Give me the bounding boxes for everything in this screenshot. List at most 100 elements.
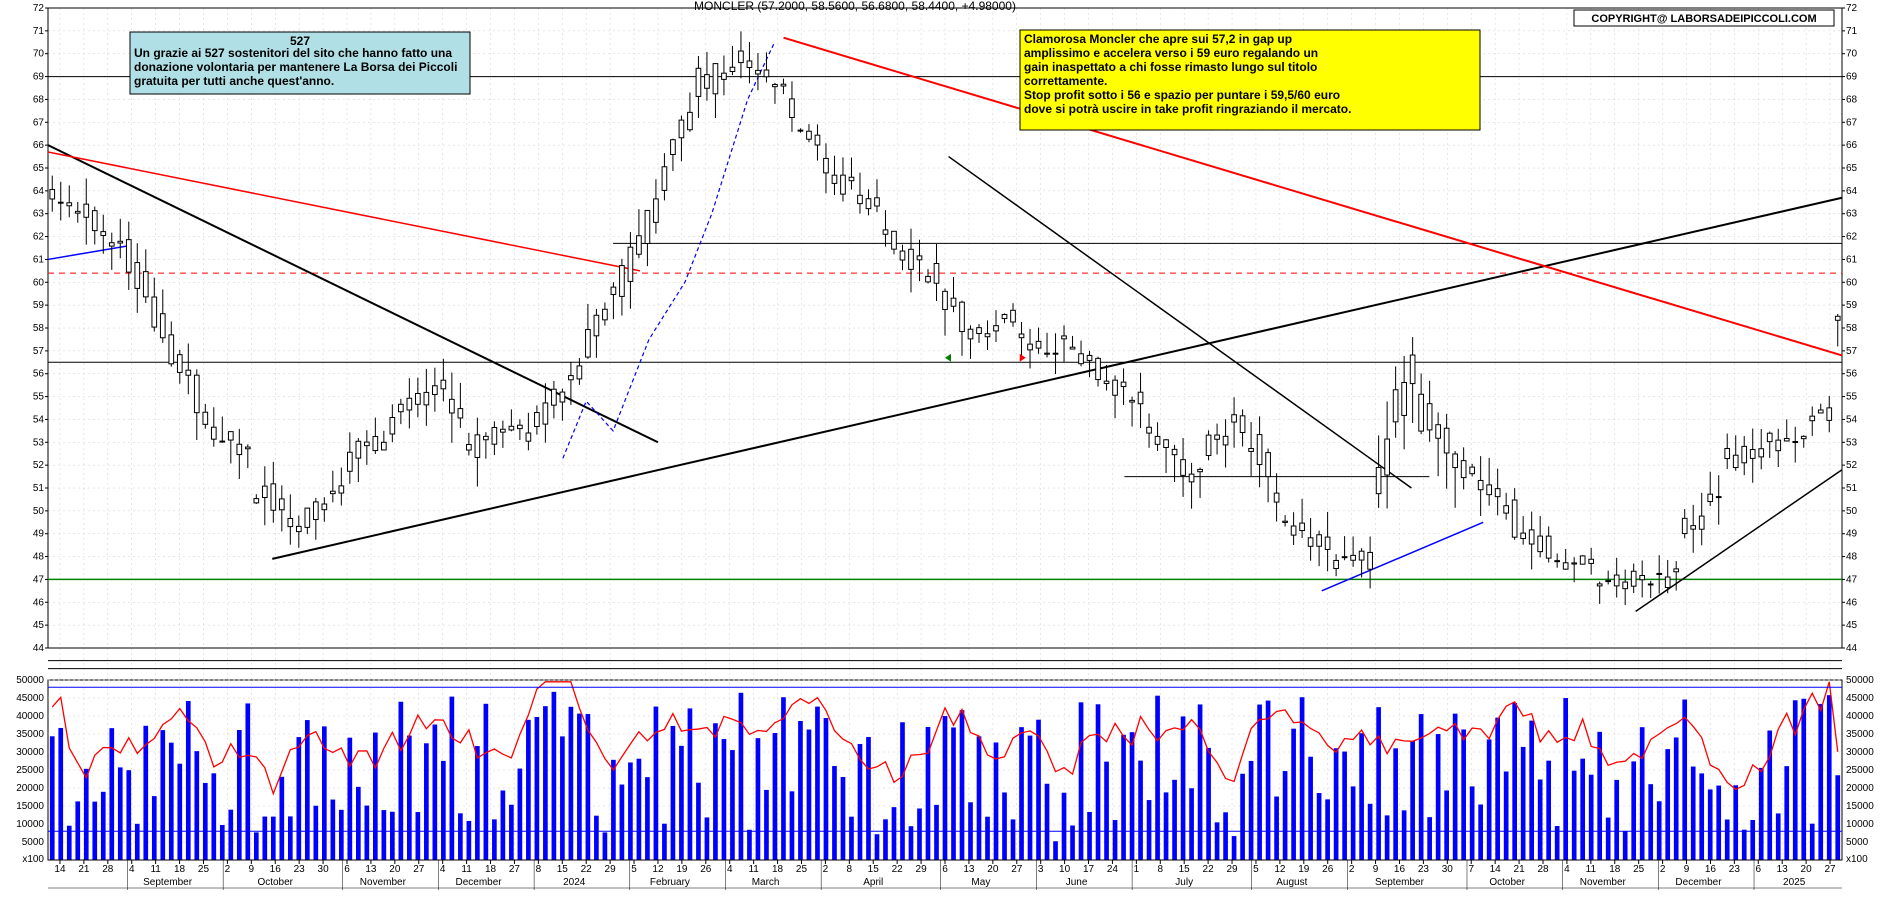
volume-bar [296, 737, 301, 860]
volume-bar [1725, 819, 1730, 860]
candle [1232, 415, 1237, 422]
candle [330, 491, 335, 493]
volume-bar [671, 726, 676, 860]
volume-bar [262, 817, 267, 860]
volume-bar [416, 812, 421, 860]
candle [688, 112, 693, 129]
volume-bar [1308, 757, 1313, 860]
y-tick-left: 54 [33, 414, 45, 425]
volume-bar [688, 708, 693, 860]
volume-bar [492, 819, 497, 860]
volume-bar [169, 743, 174, 860]
candle [279, 499, 284, 510]
candle [1028, 344, 1033, 350]
volume-bar [1784, 766, 1789, 860]
volume-bar [560, 736, 565, 860]
volume-bar [1793, 700, 1798, 860]
x-month: November [1580, 877, 1627, 888]
candle [186, 370, 191, 375]
candle [433, 386, 438, 395]
y-tick-right: 65 [1846, 163, 1858, 174]
y-tick-right: 57 [1846, 346, 1858, 357]
volume-bar [1283, 771, 1288, 860]
candle [1393, 390, 1398, 422]
candle [1436, 425, 1441, 439]
candle [1801, 436, 1806, 438]
volume-bar [407, 736, 412, 860]
y-tick-left: 62 [33, 232, 45, 243]
candle [1045, 353, 1050, 354]
volume-bar [1189, 788, 1194, 860]
y-tick-right: 61 [1846, 254, 1858, 265]
candle [1546, 536, 1551, 558]
volume-bar [1206, 748, 1211, 860]
volume-bar [1079, 702, 1084, 860]
volume-bar [849, 817, 854, 860]
candle [1419, 394, 1424, 431]
volume-bar [960, 710, 965, 860]
volume-bar [543, 706, 548, 860]
candle [211, 427, 216, 439]
candle [866, 199, 871, 209]
note-right-line: gain inaspettato a chi fosse rimasto lun… [1024, 60, 1317, 74]
candle [1240, 416, 1245, 433]
y-tick-left: 55 [33, 392, 45, 403]
candle [1725, 448, 1730, 458]
candle [160, 314, 165, 338]
vol-tick: 10000 [16, 819, 44, 830]
x-day: 4 [129, 864, 135, 875]
candle [671, 140, 676, 155]
volume-bar [1614, 780, 1619, 860]
x-day: 12 [652, 864, 664, 875]
y-tick-right: 53 [1846, 437, 1858, 448]
x-day: 18 [772, 864, 784, 875]
candle [569, 376, 574, 380]
candle [1113, 380, 1118, 395]
candle [84, 204, 89, 217]
volume-bar [1138, 761, 1143, 860]
candle [1223, 436, 1228, 445]
y-tick-right: 48 [1846, 552, 1858, 563]
candle [824, 158, 829, 172]
vol-tick: 40000 [1846, 711, 1874, 722]
candle [254, 499, 259, 503]
volume-bar [1504, 771, 1509, 860]
volume-bar [815, 707, 820, 860]
volume-bar [1478, 804, 1483, 860]
volume-bar [1589, 775, 1594, 860]
candle [407, 398, 412, 410]
volume-bar [705, 817, 710, 860]
volume-bar [399, 702, 404, 860]
vol-tick: 50000 [1846, 675, 1874, 686]
volume-bar [620, 785, 625, 860]
x-day: 26 [700, 864, 712, 875]
candle [1597, 584, 1602, 586]
candle [934, 264, 939, 284]
x-month: November [360, 877, 407, 888]
x-day: 25 [796, 864, 808, 875]
candle [1317, 535, 1322, 546]
candle [1019, 334, 1024, 338]
candle [662, 167, 667, 191]
candle [518, 425, 523, 428]
volume-bar [177, 764, 182, 860]
volume-bar [713, 723, 718, 860]
x-day: 13 [963, 864, 975, 875]
candle [1249, 449, 1254, 452]
candle [790, 99, 795, 118]
vol-tick: 10000 [1846, 819, 1874, 830]
candle [985, 334, 990, 337]
candle [1291, 526, 1296, 535]
candle [747, 61, 752, 67]
candle [458, 409, 463, 418]
candle [628, 247, 633, 281]
candle [917, 256, 922, 260]
candle [1002, 314, 1007, 318]
volume-bar [186, 701, 191, 860]
volume-bar [1172, 780, 1177, 860]
x-day: 10 [1059, 864, 1071, 875]
volume-bar [1104, 762, 1109, 860]
y-tick-left: 70 [33, 49, 45, 60]
x-day: 18 [485, 864, 497, 875]
volume-bar [1631, 761, 1636, 860]
